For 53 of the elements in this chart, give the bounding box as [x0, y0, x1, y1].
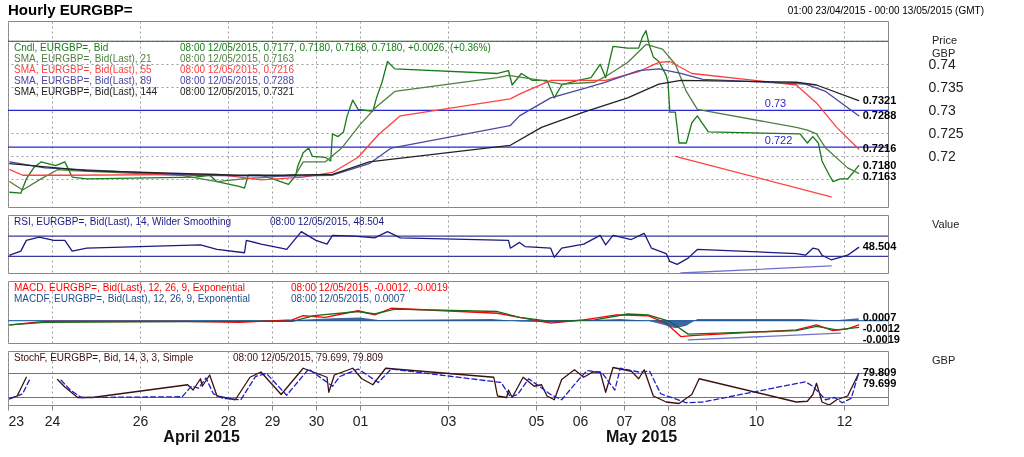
series-label: StochF, EURGBP=, Bid, 14, 3, 3, Simple	[14, 352, 194, 363]
text: Cndl, EURGBP=, Bid	[14, 42, 109, 53]
chart-subtitle: 01:00 23/04/2015 - 00:00 13/05/2015 (GMT)	[787, 5, 984, 16]
x-tick-label: 29	[264, 412, 281, 429]
x-tick-label: 24	[44, 412, 61, 429]
text: SMA, EURGBP=, Bid(Last), 55	[14, 64, 152, 75]
ref-line-label: 0.722	[764, 134, 793, 147]
y-axis-title: GBP	[932, 354, 956, 366]
x-tick-label: 01	[352, 412, 369, 429]
x-tick-label: 26	[132, 412, 149, 429]
annotation: 08:00 12/05/2015, 0.7216	[180, 64, 295, 75]
annotation: 0.7321	[862, 93, 897, 106]
annotation: 08:00 12/05/2015, 0.7177, 0.7180, 0.7168, 0.7180, +0.0026, (+0.36%)	[180, 42, 491, 53]
text: SMA, EURGBP=, Bid(Last), 144	[14, 86, 158, 97]
chart-title: Hourly EURGBP=	[8, 1, 133, 18]
x-tick-label: 23	[8, 412, 25, 429]
annotation: 08:00 12/05/2015, 0.7321	[180, 86, 295, 97]
annotation: 79.699	[862, 376, 897, 389]
y-tick-label: 0.735	[928, 78, 964, 95]
annotation: 0.7288	[862, 108, 897, 121]
text: MACD, EURGBP=, Bid(Last), 12, 26, 9, Exponential	[14, 282, 245, 293]
annotation: -0.0012	[862, 322, 900, 335]
x-tick-label: 28	[220, 412, 237, 429]
series-label: MACDF, EURGBP=, Bid(Last), 12, 26, 9, Exponential	[14, 293, 250, 304]
ref-line-label: 0.73	[764, 97, 787, 110]
text: April 2015	[163, 428, 240, 445]
x-tick-label: 05	[528, 412, 545, 429]
y-tick-label: 0.725	[928, 124, 964, 141]
y-axis-title: Value	[932, 218, 960, 230]
text: 08:00 12/05/2015, 79.699, 79.809	[233, 352, 384, 363]
text: 08:00 12/05/2015, -0.0012, -0.0019	[291, 282, 449, 293]
text: SMA, EURGBP=, Bid(Last), 21	[14, 53, 152, 64]
text: SMA, EURGBP=, Bid(Last), 89	[14, 75, 152, 86]
x-tick-label: 30	[308, 412, 325, 429]
text: 08:00 12/05/2015, 48.504	[270, 216, 385, 227]
annotation: -0.0019	[862, 333, 900, 346]
annotation: 0.7163	[862, 169, 897, 182]
x-tick-label: 10	[748, 412, 765, 429]
annotation: 08:00 12/05/2015, 0.7288	[180, 75, 295, 86]
x-tick-label: 06	[572, 412, 589, 429]
x-tick-label: 03	[440, 412, 457, 429]
x-tick-label: 07	[616, 412, 633, 429]
y-axis-title: Price GBP	[932, 34, 958, 59]
text: 08:00 12/05/2015, 0.0007	[291, 293, 406, 304]
x-tick-label: 12	[836, 412, 853, 429]
series-label: RSI, EURGBP=, Bid(Last), 14, Wilder Smoothing	[14, 216, 232, 227]
annotation: 08:00 12/05/2015, 0.7163	[180, 53, 295, 64]
text: May 2015	[606, 428, 678, 445]
y-tick-label: 0.73	[928, 101, 956, 118]
x-tick-label: 08	[660, 412, 677, 429]
y-tick-label: 0.72	[928, 147, 956, 164]
annotation: 48.504	[862, 240, 898, 253]
annotation: 0.7180	[862, 158, 897, 171]
